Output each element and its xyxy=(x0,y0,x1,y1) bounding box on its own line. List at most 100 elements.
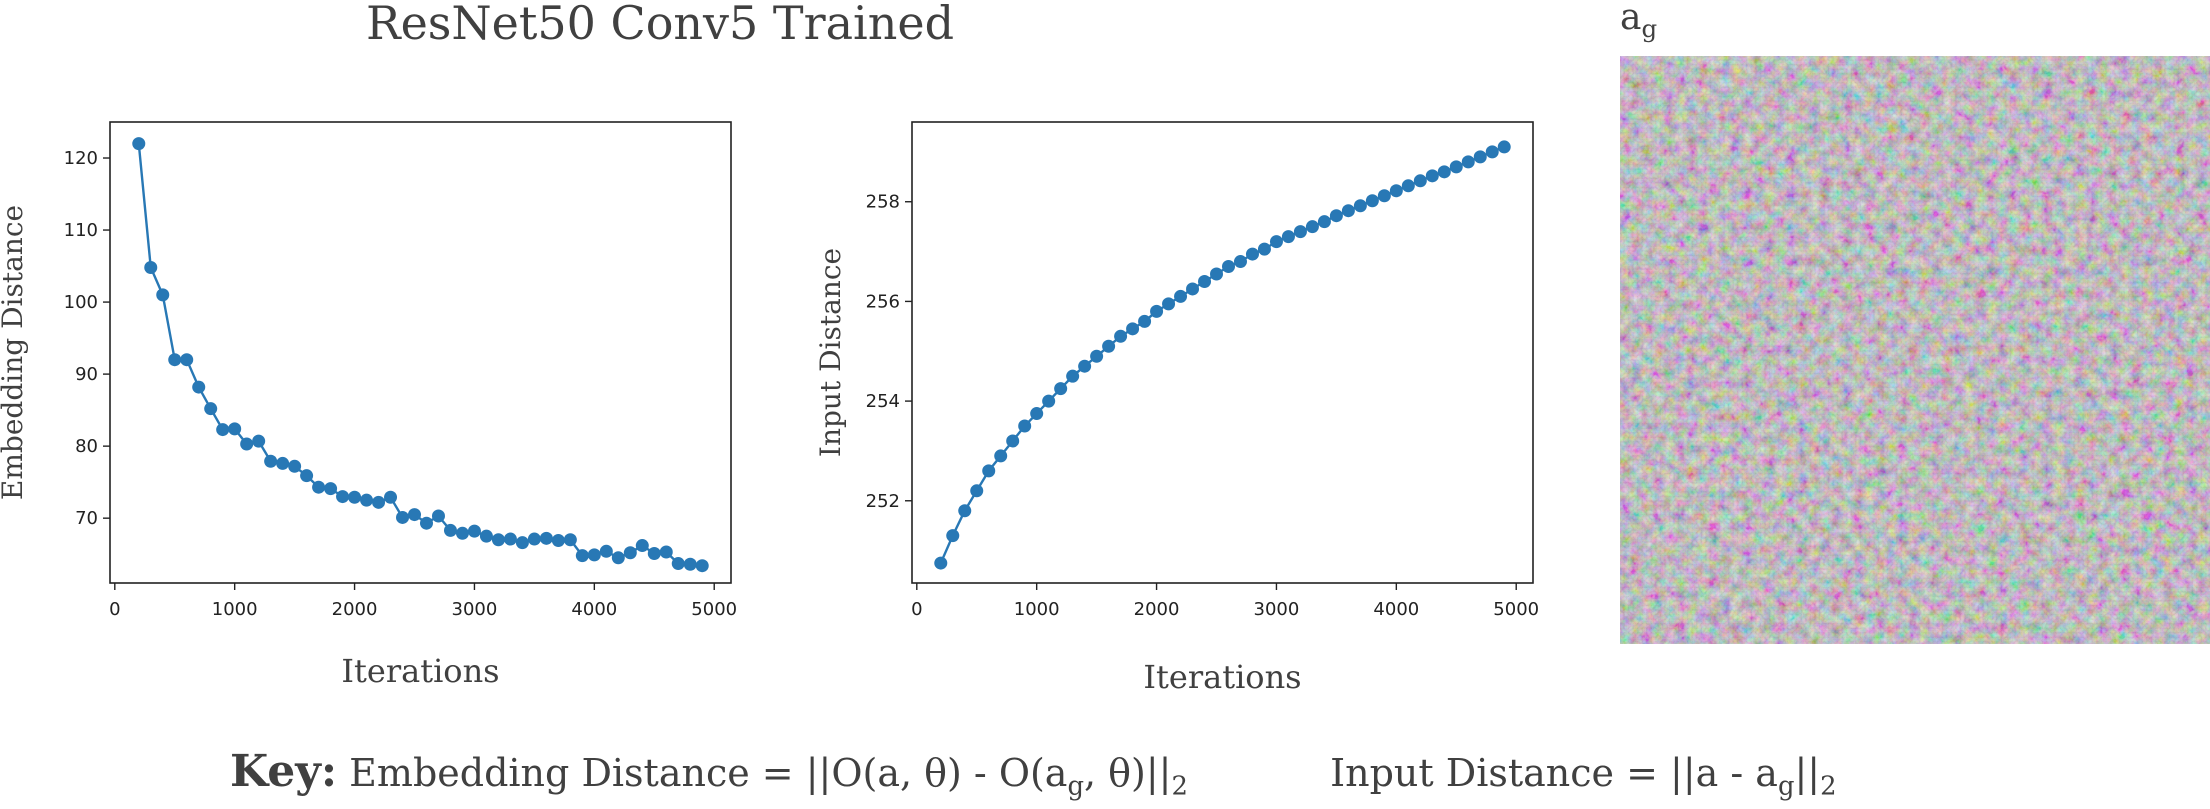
chart2-data-point xyxy=(1138,314,1152,328)
chart1-data-point xyxy=(431,509,445,523)
image-title: ag xyxy=(1620,0,2210,47)
chart1-xtick-label: 0 xyxy=(109,599,120,620)
chart1-xtick-label: 4000 xyxy=(571,599,617,620)
chart1-data-point xyxy=(599,544,613,558)
chart1-data-point xyxy=(455,526,469,540)
chart1-data-point xyxy=(180,353,194,367)
chart1-data-point xyxy=(288,459,302,473)
chart2-data-point xyxy=(1293,225,1307,239)
chart1-data-point xyxy=(156,288,170,302)
chart2-xtick-label: 0 xyxy=(911,599,922,620)
chart2-data-point xyxy=(1078,359,1092,373)
chart2-xtick-label: 3000 xyxy=(1254,599,1300,620)
image-title-sub: g xyxy=(1641,14,1658,44)
chart1-data-point xyxy=(384,490,398,504)
chart1-ytick-label: 110 xyxy=(64,220,98,241)
chart1-data-point xyxy=(132,137,146,151)
chart1-data-point xyxy=(300,469,314,483)
chart2-xtick-label: 4000 xyxy=(1373,599,1419,620)
chart2-data-point xyxy=(1461,155,1475,169)
chart1-ytick-label: 90 xyxy=(75,364,98,385)
chart1-data-point xyxy=(623,546,637,560)
chart2-data-point xyxy=(1066,369,1080,383)
chart2-data-point xyxy=(1198,274,1212,288)
chart2-data-point xyxy=(1473,150,1487,164)
chart2-data-point xyxy=(1114,329,1128,343)
chart2-data-point xyxy=(1425,169,1439,183)
chart2-data-point xyxy=(1269,235,1283,249)
chart1-data-point xyxy=(659,545,673,559)
chart2-data-point xyxy=(1090,349,1104,363)
chart2-data-point xyxy=(1413,174,1427,188)
chart2-data-point xyxy=(946,529,960,543)
chart1-xtick-label: 1000 xyxy=(212,599,258,620)
chart2-data-point xyxy=(1329,209,1343,223)
chart1-data-point xyxy=(168,353,182,367)
chart1-data-point xyxy=(372,495,386,509)
chart2-data-point xyxy=(1210,267,1224,281)
chart1-data-point xyxy=(216,423,230,437)
chart2-data-point xyxy=(1317,215,1331,229)
chart2-data-point xyxy=(1353,199,1367,213)
chart1-ytick-label: 100 xyxy=(64,292,98,313)
chart1-data-point xyxy=(695,559,709,573)
chart2-data-point xyxy=(994,449,1008,463)
chart2-data-point xyxy=(1126,322,1140,336)
image-title-base: a xyxy=(1620,0,1642,38)
embedding-formula-tail: , θ)|| xyxy=(1084,751,1172,795)
chart1-data-point xyxy=(144,261,158,275)
key-caption: Key: Embedding Distance = ||O(a, θ) - O(… xyxy=(230,750,1837,809)
chart1-data-point xyxy=(671,557,685,571)
embedding-distance-formula: Embedding Distance = ||O(a, θ) - O(ag, θ… xyxy=(349,751,1188,802)
chart2-xtick-label: 2000 xyxy=(1134,599,1180,620)
chart2-ylabel: Input Distance xyxy=(814,248,847,457)
chart1-data-point xyxy=(575,549,589,563)
chart1-ylabel: Embedding Distance xyxy=(0,205,29,500)
chart1-data-point xyxy=(324,482,338,496)
chart1-data-point xyxy=(467,524,481,538)
key-label: Key: xyxy=(230,746,338,797)
chart1-data-point xyxy=(587,548,601,562)
chart2-data-point xyxy=(1102,339,1116,353)
chart2-data-point xyxy=(1030,407,1044,421)
input-distance-formula: Input Distance = ||a - ag||2 xyxy=(1330,751,1836,802)
chart2-data-point xyxy=(1485,145,1499,159)
chart1-ytick-label: 80 xyxy=(75,436,98,457)
chart2-data-point xyxy=(1389,184,1403,198)
chart2-ytick-label: 252 xyxy=(866,491,900,512)
chart2-data-point xyxy=(1162,297,1176,311)
chart1-data-point xyxy=(276,456,290,470)
chart2-ytick-label: 258 xyxy=(866,192,900,213)
chart2-data-point xyxy=(958,504,972,518)
chart2-data-point xyxy=(1401,179,1415,193)
chart2-data-point xyxy=(1233,255,1247,269)
chart2-data-point xyxy=(1449,160,1463,174)
input-formula-end-sub: 2 xyxy=(1820,771,1837,802)
chart1-data-point xyxy=(479,529,493,543)
embedding-formula-text: Embedding Distance = ||O(a, θ) - O(a xyxy=(349,751,1068,795)
chart1-data-point xyxy=(336,490,350,504)
figure-title: ResNet50 Conv5 Trained xyxy=(365,0,955,50)
chart1-data-point xyxy=(408,508,422,522)
chart2-data-point xyxy=(1257,242,1271,256)
chart1-frame xyxy=(109,121,732,584)
chart1-data-point xyxy=(419,516,433,530)
chart1-data-point xyxy=(491,533,505,547)
chart1-data-point xyxy=(252,434,266,448)
adversarial-noise-image xyxy=(1620,56,2210,644)
chart2-ytick-label: 254 xyxy=(866,391,900,412)
chart2-data-point xyxy=(1186,282,1200,296)
chart2-data-point xyxy=(1497,140,1511,154)
chart1-data-point xyxy=(360,493,374,507)
chart2-xlabel: Iterations xyxy=(1143,658,1301,696)
chart2-data-point xyxy=(1341,204,1355,218)
chart1-xtick-label: 2000 xyxy=(332,599,378,620)
chart2-data-point xyxy=(1221,260,1235,274)
chart1-data-point xyxy=(228,422,242,436)
embedding-formula-end-sub: 2 xyxy=(1171,771,1188,802)
chart2-xtick-label: 5000 xyxy=(1493,599,1539,620)
chart2-data-point xyxy=(1006,434,1020,448)
chart1-ytick-label: 70 xyxy=(75,508,98,529)
embedding-formula-sub: g xyxy=(1067,771,1085,802)
